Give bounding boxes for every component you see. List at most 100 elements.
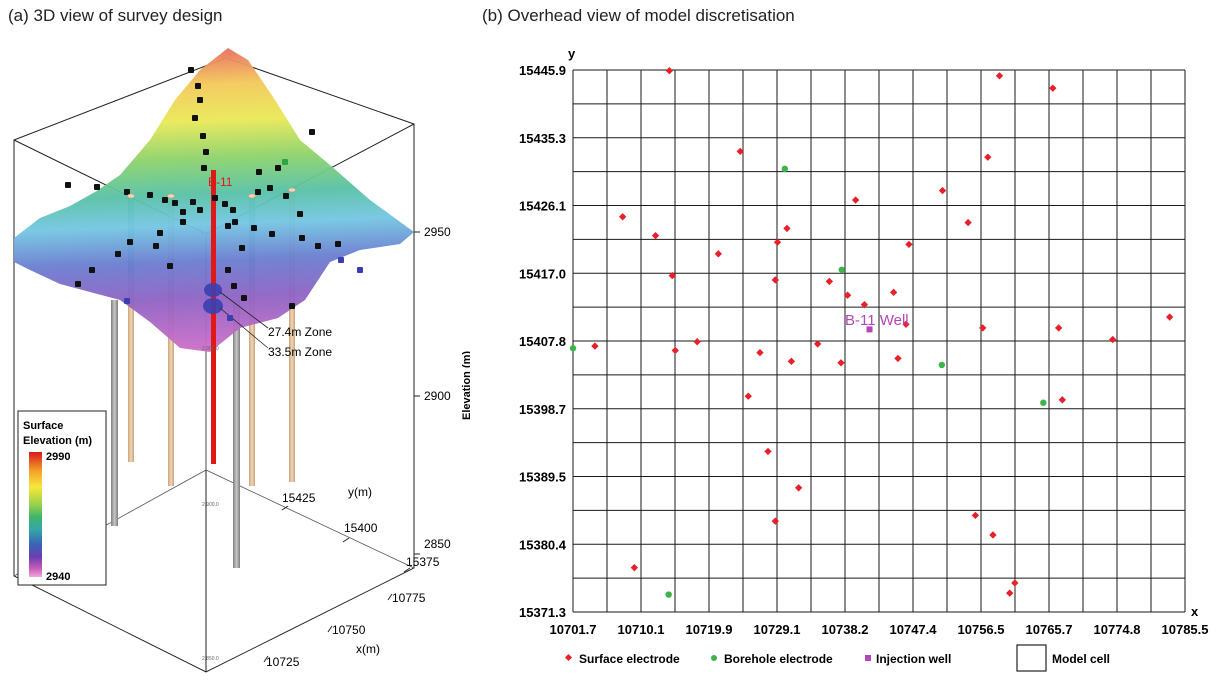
surface-electrode-3d [180, 209, 186, 215]
borehole-electrode-point [665, 591, 672, 598]
borehole-electrode-3d [227, 315, 233, 321]
x-tick-label: 10774.8 [1094, 622, 1141, 637]
borehole-electrode-point [938, 361, 946, 369]
borehole-electrode-3d [338, 257, 344, 263]
borehole-electrodes-3d [124, 159, 363, 321]
axis-y-label: y [568, 46, 576, 61]
surface-electrode-3d [124, 189, 130, 195]
surface-electrodes-3d [65, 67, 341, 309]
surface-electrode-3d [147, 192, 153, 198]
surface-electrode-3d [309, 129, 315, 135]
y-tick-15400: 15400 [344, 521, 378, 535]
surface-electrode-point [787, 357, 796, 366]
borehole-electrode-point [781, 165, 788, 173]
surface-elevation-legend [17, 410, 107, 586]
x-tick-labels: 10701.7 10710.1 10719.9 10729.1 10738.2 10747… [550, 622, 1209, 637]
surface-electrode-3d [289, 303, 295, 309]
surface-electrode-3d [251, 225, 257, 231]
surface-electrode-point [979, 324, 987, 332]
x-tick-label: 10701.7 [550, 622, 597, 637]
surface-electrode-3d [180, 219, 186, 225]
surface-electrode-3d [75, 281, 81, 287]
x-tick-label: 10765.7 [1026, 622, 1073, 637]
elev-tick-2950: 2950 [424, 225, 451, 239]
surface-electrode-point [964, 218, 972, 227]
surface-electrode-3d [115, 251, 121, 257]
surface-electrode-3d [231, 283, 237, 289]
surface-electrode-point [995, 72, 1004, 80]
y-tick-15375: 15375 [406, 555, 440, 569]
y-tick-15425: 15425 [282, 491, 316, 505]
borehole-electrode-point [838, 266, 845, 273]
surface-electrode-3d [232, 219, 238, 225]
surface-electrode-point [756, 348, 764, 357]
y-axis-label: y(m) [348, 485, 372, 499]
surface-electrode-point [971, 511, 980, 520]
surface-electrode-point [591, 342, 599, 350]
surface-electrode-3d [127, 239, 133, 245]
x-tick-label: 10747.4 [890, 622, 938, 637]
well-b11-label: B-11 [208, 175, 233, 189]
surface-electrode-point [783, 224, 791, 233]
surface-electrode-3d [297, 211, 303, 217]
surface-electrode-3d [197, 97, 203, 103]
surface-electrode-point [938, 186, 947, 195]
small-tick-1: 2,900.0 [202, 346, 219, 352]
zone-33-label: 33.5m Zone [268, 345, 332, 359]
borehole-top [248, 193, 256, 199]
legend-cell-label: Model cell [1052, 652, 1110, 666]
surface-electrode-3d [225, 267, 231, 273]
x-tick-label: 10785.5 [1162, 622, 1209, 637]
surface-electrode-3d [299, 235, 305, 241]
y-tick-label: 15435.3 [519, 131, 566, 146]
legend-surface-label: Surface electrode [579, 652, 680, 666]
borehole-electrode-3d [282, 159, 288, 165]
surface-electrode-3d [157, 230, 163, 236]
small-tick-2: 2,900.0 [202, 502, 219, 508]
borehole-electrode-point [569, 345, 577, 352]
surface-electrode-3d [256, 169, 262, 175]
surface-electrode-point [1006, 589, 1014, 597]
surface-electrode-point [860, 300, 869, 309]
electrode-marks [569, 67, 1174, 598]
borehole-electrode-point [1040, 399, 1047, 406]
legend-title-line2: Elevation (m) [23, 435, 92, 447]
surface-electrode-point [744, 392, 752, 400]
y-tick-label: 15398.7 [519, 402, 566, 417]
surface-electrode-point [771, 276, 779, 284]
surface-electrode-point [837, 359, 845, 367]
surface-electrode-3d [65, 182, 71, 188]
legend-borehole-marker [711, 655, 717, 661]
y-tick-label: 15371.3 [519, 605, 566, 620]
surface-electrode-point [1011, 579, 1019, 587]
surface-electrode-point [714, 250, 723, 258]
y-tick-label: 15426.1 [519, 199, 566, 214]
legend-injection-label: Injection well [876, 652, 951, 666]
surface-electrode-3d [225, 223, 231, 229]
surface-electrode-point [984, 153, 992, 161]
elevation-axis-label: Elevation (m) [461, 351, 470, 420]
legend-min: 2940 [46, 571, 70, 583]
model-grid [572, 69, 1186, 613]
surface-electrode-point [630, 564, 639, 572]
surface-electrode-3d [222, 201, 228, 207]
surface-electrode-3d [315, 243, 321, 249]
surface-electrode-point [894, 354, 902, 363]
panel-b-legend [564, 644, 1047, 672]
surface-electrode-point [665, 67, 674, 75]
x-tick-10750: 10750 [332, 623, 366, 637]
legend-borehole-label: Borehole electrode [724, 652, 833, 666]
surface-electrode-3d [269, 231, 275, 237]
surface-electrode-3d [190, 199, 196, 205]
surface-electrode-3d [89, 267, 95, 273]
injection-well-point [866, 326, 873, 333]
surface-electrode-point [889, 288, 898, 296]
legend-surface-marker [564, 653, 573, 662]
surface-electrode-point [905, 240, 913, 249]
legend-cell-marker [1016, 644, 1047, 672]
x-tick-10775: 10775 [392, 591, 426, 605]
surface-electrode-point [1109, 335, 1117, 344]
borehole-top [167, 193, 175, 199]
x-tick-label: 10710.1 [618, 622, 665, 637]
